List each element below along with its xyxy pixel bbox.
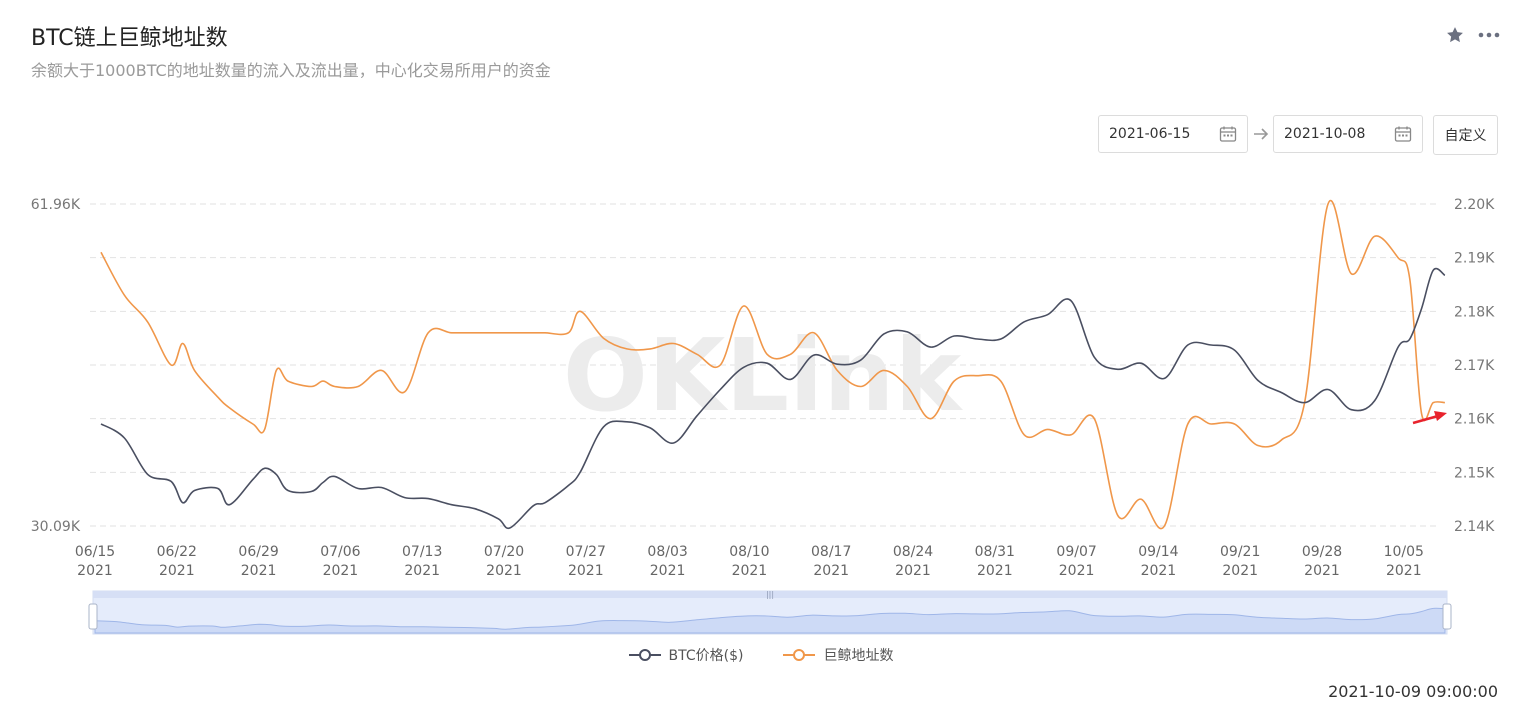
- x-tick-label: 07/27: [566, 544, 606, 560]
- x-tick-year-label: 2021: [323, 563, 359, 579]
- y-left-tick-label: 30.09K: [31, 519, 81, 535]
- x-tick-label: 06/22: [157, 544, 197, 560]
- x-tick-year-label: 2021: [1222, 563, 1258, 579]
- x-tick-year-label: 2021: [241, 563, 277, 579]
- zoom-navigator[interactable]: |||: [88, 590, 1452, 635]
- page-title: BTC链上巨鲸地址数: [31, 26, 228, 51]
- navigator-right-handle[interactable]: [1442, 603, 1452, 630]
- series-line-btc-price[interactable]: [100, 267, 1446, 530]
- x-tick-label: 08/31: [975, 544, 1015, 560]
- x-tick-year-label: 2021: [77, 563, 113, 579]
- x-tick-label: 06/15: [75, 544, 115, 560]
- legend-label: 巨鲸地址数: [823, 648, 894, 664]
- y-axis-left: 61.96K 30.09K: [31, 197, 81, 535]
- x-tick-label: 07/20: [484, 544, 524, 560]
- x-tick-label: 08/24: [893, 544, 933, 560]
- y-right-tick-label: 2.20K: [1454, 197, 1495, 213]
- x-tick-label: 08/03: [647, 544, 687, 560]
- x-tick-year-label: 2021: [159, 563, 195, 579]
- end-date-value: 2021-10-08: [1284, 126, 1366, 142]
- more-icon[interactable]: [1478, 24, 1500, 46]
- x-tick-year-label: 2021: [1059, 563, 1095, 579]
- navigator-series-area: [94, 607, 1446, 634]
- y-right-tick-label: 2.18K: [1454, 304, 1495, 320]
- legend-line-marker-icon: [783, 649, 816, 661]
- y-right-tick-label: 2.16K: [1454, 412, 1495, 428]
- x-tick-year-label: 2021: [813, 563, 849, 579]
- navigator-left-handle[interactable]: [88, 603, 98, 630]
- x-tick-label: 09/14: [1138, 544, 1178, 560]
- y-left-tick-label: 61.96K: [31, 197, 81, 213]
- calendar-icon: [1394, 126, 1412, 142]
- x-tick-year-label: 2021: [650, 563, 686, 579]
- start-date-input[interactable]: 2021-06-15: [1098, 115, 1248, 153]
- red-arrow-annotation: [1412, 411, 1447, 425]
- x-tick-label: 09/21: [1220, 544, 1260, 560]
- x-tick-year-label: 2021: [895, 563, 931, 579]
- star-icon[interactable]: [1444, 24, 1466, 46]
- start-date-value: 2021-06-15: [1109, 126, 1191, 142]
- x-axis: 06/15 2021 06/22 2021 06/29 2021 07/06 2021 07/1…: [75, 544, 1424, 579]
- navigator-grip-icon: |||: [766, 590, 774, 599]
- x-tick-year-label: 2021: [977, 563, 1013, 579]
- custom-range-button[interactable]: 自定义: [1433, 115, 1498, 155]
- x-tick-label: 08/10: [729, 544, 769, 560]
- navigator-top-bar[interactable]: [93, 591, 1447, 598]
- end-date-input[interactable]: 2021-10-08: [1273, 115, 1423, 153]
- x-tick-label: 10/05: [1384, 544, 1424, 560]
- x-tick-label: 07/13: [402, 544, 442, 560]
- x-tick-label: 09/07: [1056, 544, 1096, 560]
- y-right-tick-label: 2.19K: [1454, 251, 1495, 267]
- x-tick-year-label: 2021: [404, 563, 440, 579]
- x-tick-label: 09/28: [1302, 544, 1342, 560]
- x-tick-label: 06/29: [238, 544, 278, 560]
- legend-label: BTC价格($): [668, 648, 744, 664]
- y-right-tick-label: 2.15K: [1454, 465, 1495, 481]
- x-tick-year-label: 2021: [486, 563, 522, 579]
- x-tick-year-label: 2021: [1304, 563, 1340, 579]
- page-subtitle: 余额大于1000BTC的地址数量的流入及流出量，中心化交易所用户的资金: [31, 61, 551, 80]
- legend-line-marker-icon: [628, 649, 661, 661]
- x-tick-year-label: 2021: [1386, 563, 1422, 579]
- series-layer: [100, 199, 1446, 530]
- legend-item-whale-count[interactable]: 巨鲸地址数: [783, 645, 893, 665]
- chart-legend: BTC价格($) 巨鲸地址数: [0, 645, 1522, 665]
- chart-grid: [90, 203, 1437, 527]
- watermark: OKLink: [563, 317, 964, 434]
- series-line-whale-count[interactable]: [100, 199, 1445, 530]
- x-tick-year-label: 2021: [732, 563, 768, 579]
- legend-item-btc-price[interactable]: BTC价格($): [628, 645, 744, 665]
- y-right-tick-label: 2.17K: [1454, 358, 1495, 374]
- header-actions: [1444, 24, 1500, 46]
- arrow-right-icon: [1254, 128, 1269, 140]
- x-tick-label: 07/06: [320, 544, 360, 560]
- calendar-icon: [1219, 126, 1237, 142]
- y-axis-right: 2.20K 2.19K 2.18K 2.17K 2.16K 2.15K 2.14K: [1454, 197, 1495, 535]
- data-timestamp: 2021-10-09 09:00:00: [1328, 682, 1498, 701]
- x-tick-label: 08/17: [811, 544, 851, 560]
- x-tick-year-label: 2021: [1141, 563, 1177, 579]
- chart-canvas: OKLink 61.96K 30.09K 2.20K 2.19K 2.18K 2.17K…: [31, 197, 1495, 635]
- y-right-tick-label: 2.14K: [1454, 519, 1495, 535]
- x-tick-year-label: 2021: [568, 563, 604, 579]
